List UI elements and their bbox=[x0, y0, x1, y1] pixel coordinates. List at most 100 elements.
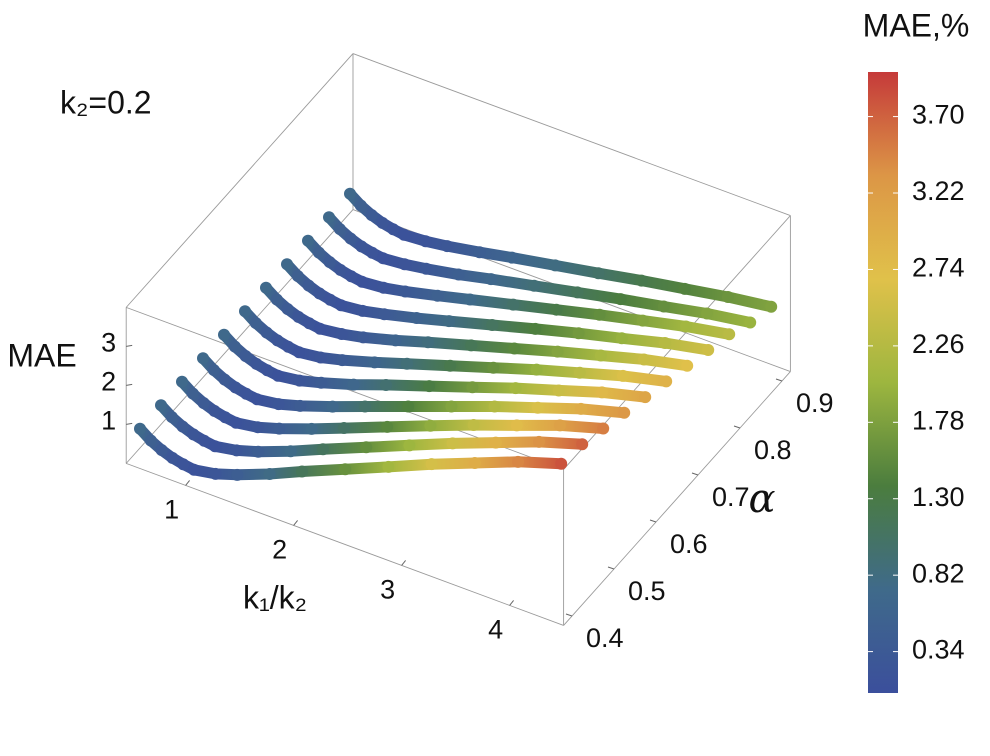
data-point bbox=[614, 293, 627, 306]
data-point bbox=[377, 252, 389, 265]
data-point bbox=[576, 438, 589, 451]
data-point bbox=[377, 281, 390, 294]
data-point bbox=[575, 402, 587, 415]
data-point bbox=[293, 374, 306, 387]
data-point bbox=[260, 326, 273, 339]
data-point bbox=[177, 458, 190, 471]
y-axis-label: α bbox=[748, 476, 775, 522]
data-point bbox=[197, 396, 210, 409]
box-edge bbox=[125, 53, 354, 308]
data-point bbox=[572, 327, 585, 340]
data-point bbox=[381, 420, 394, 433]
data-point bbox=[529, 322, 542, 335]
data-point bbox=[239, 349, 252, 362]
box-edge bbox=[352, 53, 791, 217]
data-point bbox=[326, 400, 339, 413]
y-tick-label: 0.7 bbox=[712, 482, 750, 512]
data-point bbox=[357, 331, 370, 344]
data-point bbox=[399, 285, 412, 298]
y-tick bbox=[733, 425, 741, 429]
data-point bbox=[486, 318, 499, 331]
data-point bbox=[678, 282, 691, 295]
data-point bbox=[531, 401, 544, 414]
data-point bbox=[615, 332, 628, 345]
data-point bbox=[305, 422, 318, 435]
data-point bbox=[410, 312, 423, 325]
data-point bbox=[425, 458, 438, 471]
data-point bbox=[270, 293, 283, 306]
data-point bbox=[198, 434, 211, 447]
curve bbox=[260, 282, 693, 372]
colorbar-tick-label: 2.74 bbox=[912, 253, 965, 283]
data-point bbox=[468, 457, 481, 469]
z-tick bbox=[126, 422, 133, 425]
data-point bbox=[659, 336, 671, 349]
data-point bbox=[366, 246, 379, 259]
data-point bbox=[231, 468, 244, 481]
data-point bbox=[618, 406, 631, 419]
data-point bbox=[218, 328, 230, 341]
data-point bbox=[312, 246, 325, 259]
y-tick bbox=[649, 519, 657, 523]
data-point bbox=[398, 228, 410, 241]
data-point bbox=[530, 363, 543, 376]
data-point bbox=[378, 308, 391, 321]
data-point bbox=[230, 416, 242, 429]
data-point bbox=[252, 445, 265, 458]
data-point bbox=[314, 351, 327, 364]
y-tick-label: 0.4 bbox=[586, 623, 624, 653]
curve bbox=[239, 305, 672, 387]
data-point bbox=[506, 251, 518, 264]
data-point bbox=[473, 246, 486, 259]
data-point bbox=[303, 317, 316, 330]
colorbar bbox=[868, 72, 898, 693]
data-point bbox=[446, 437, 459, 450]
box-edge bbox=[563, 371, 791, 626]
data-point bbox=[401, 357, 413, 370]
data-point bbox=[271, 334, 284, 347]
data-point bbox=[387, 223, 400, 236]
data-point bbox=[282, 340, 295, 353]
data-point bbox=[423, 380, 436, 393]
x-tick bbox=[293, 520, 298, 526]
data-point bbox=[512, 455, 524, 468]
x-axis-label: k₁/k₂ bbox=[243, 579, 307, 615]
data-point bbox=[464, 293, 476, 306]
data-point bbox=[176, 420, 189, 433]
data-point bbox=[445, 400, 458, 413]
y-tick-label: 0.8 bbox=[754, 435, 792, 465]
y-tick-label: 0.9 bbox=[796, 388, 834, 418]
data-point bbox=[722, 291, 734, 304]
curve bbox=[218, 329, 651, 403]
data-point bbox=[230, 444, 243, 457]
box-edge bbox=[126, 462, 564, 626]
data-point bbox=[186, 387, 199, 400]
data-point bbox=[554, 419, 566, 432]
data-point bbox=[424, 419, 437, 432]
data-point bbox=[420, 262, 433, 275]
data-point bbox=[240, 387, 253, 400]
data-point bbox=[314, 322, 326, 335]
data-point bbox=[701, 307, 713, 320]
colorbar-title: MAE,% bbox=[863, 7, 970, 43]
data-point bbox=[552, 384, 565, 397]
colorbar-tick-label: 1.78 bbox=[912, 405, 965, 435]
data-point bbox=[281, 302, 294, 315]
y-tick bbox=[775, 378, 783, 382]
data-point bbox=[681, 359, 694, 372]
data-point bbox=[466, 381, 479, 394]
data-point bbox=[443, 315, 455, 328]
data-point bbox=[324, 293, 337, 306]
data-point bbox=[323, 211, 335, 224]
data-point bbox=[302, 234, 314, 247]
data-point bbox=[281, 258, 293, 271]
data-point bbox=[209, 440, 221, 453]
data-point bbox=[488, 400, 501, 413]
data-point bbox=[239, 305, 251, 318]
y-tick bbox=[565, 613, 573, 617]
data-point bbox=[465, 339, 478, 352]
data-point bbox=[294, 399, 307, 412]
data-point bbox=[291, 270, 304, 282]
z-axis-label: MAE bbox=[7, 337, 76, 373]
data-point bbox=[596, 386, 608, 399]
